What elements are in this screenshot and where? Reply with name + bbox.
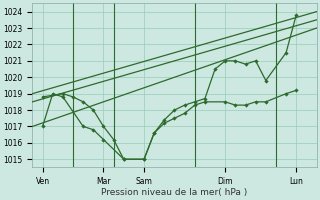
X-axis label: Pression niveau de la mer( hPa ): Pression niveau de la mer( hPa ) (101, 188, 248, 197)
